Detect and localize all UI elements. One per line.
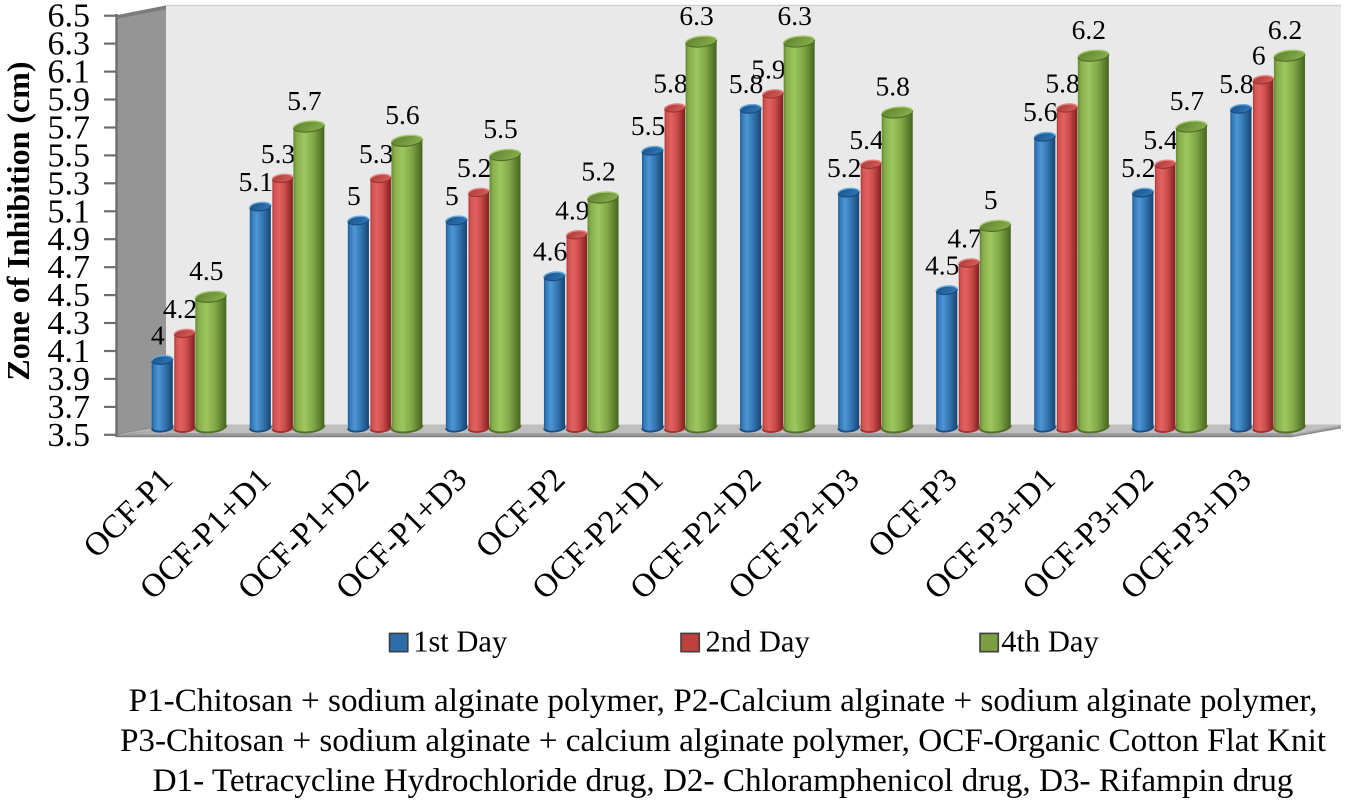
svg-text:4.5: 4.5 [48,277,91,314]
svg-text:6: 6 [1252,39,1266,70]
svg-text:3.5: 3.5 [48,417,91,454]
svg-text:5.8: 5.8 [729,68,763,99]
svg-text:5: 5 [347,180,361,211]
svg-text:5.2: 5.2 [1121,152,1155,183]
svg-text:4.5: 4.5 [189,255,223,286]
svg-text:P3-Chitosan + sodium alginate: P3-Chitosan + sodium alginate + calcium … [120,722,1327,759]
svg-text:5.2: 5.2 [457,152,491,183]
svg-text:5.6: 5.6 [1023,96,1057,127]
svg-text:6.2: 6.2 [1072,14,1106,45]
svg-text:2nd Day: 2nd Day [706,625,811,659]
svg-text:4th Day: 4th Day [1001,625,1099,659]
svg-text:6.5: 6.5 [48,0,91,35]
svg-text:5.8: 5.8 [653,68,687,99]
svg-text:5.2: 5.2 [827,152,861,183]
svg-text:4.9: 4.9 [555,194,589,225]
svg-text:5.3: 5.3 [48,165,91,202]
svg-text:5.3: 5.3 [359,138,393,169]
svg-text:5.8: 5.8 [1045,68,1079,99]
svg-text:5.9: 5.9 [48,82,91,119]
svg-text:6.3: 6.3 [679,0,713,31]
svg-text:4.2: 4.2 [163,293,197,324]
svg-text:5.4: 5.4 [849,124,884,155]
svg-text:5.5: 5.5 [483,113,517,144]
svg-text:5.1: 5.1 [48,193,91,230]
svg-text:5.8: 5.8 [1219,68,1253,99]
svg-text:4.3: 4.3 [48,305,91,342]
svg-text:6.3: 6.3 [778,0,812,31]
svg-text:5.5: 5.5 [631,110,665,141]
svg-text:5.4: 5.4 [1143,124,1178,155]
svg-text:4.1: 4.1 [48,333,91,370]
svg-text:4.5: 4.5 [925,250,959,281]
svg-text:4.9: 4.9 [48,221,91,258]
svg-text:4.6: 4.6 [533,236,567,267]
svg-text:5.1: 5.1 [239,166,273,197]
svg-text:5.6: 5.6 [385,99,419,130]
svg-text:P1-Chitosan + sodium alginate: P1-Chitosan + sodium alginate polymer, P… [129,682,1318,719]
svg-text:D1- Tetracycline Hydrochloride: D1- Tetracycline Hydrochloride drug, D2-… [153,762,1294,799]
svg-text:4.7: 4.7 [48,249,91,286]
svg-text:5.7: 5.7 [287,85,321,116]
svg-text:1st Day: 1st Day [413,625,508,659]
svg-text:3.9: 3.9 [48,361,91,398]
svg-text:5.7: 5.7 [48,110,91,147]
svg-text:5.8: 5.8 [876,71,910,102]
svg-text:3.7: 3.7 [48,389,91,426]
svg-text:5.3: 5.3 [261,138,295,169]
svg-text:5.5: 5.5 [48,137,91,174]
svg-text:4: 4 [151,319,165,350]
svg-text:4.7: 4.7 [947,223,981,254]
svg-text:6.3: 6.3 [48,26,91,63]
svg-text:6.2: 6.2 [1268,14,1302,45]
svg-text:Zone of Inhibition (cm): Zone of Inhibition (cm) [0,61,36,380]
svg-text:5.2: 5.2 [581,156,615,187]
svg-text:6.1: 6.1 [48,54,91,91]
svg-text:5.9: 5.9 [751,53,785,84]
svg-text:5.7: 5.7 [1170,85,1204,116]
svg-text:5: 5 [445,180,459,211]
svg-text:5: 5 [984,184,998,215]
